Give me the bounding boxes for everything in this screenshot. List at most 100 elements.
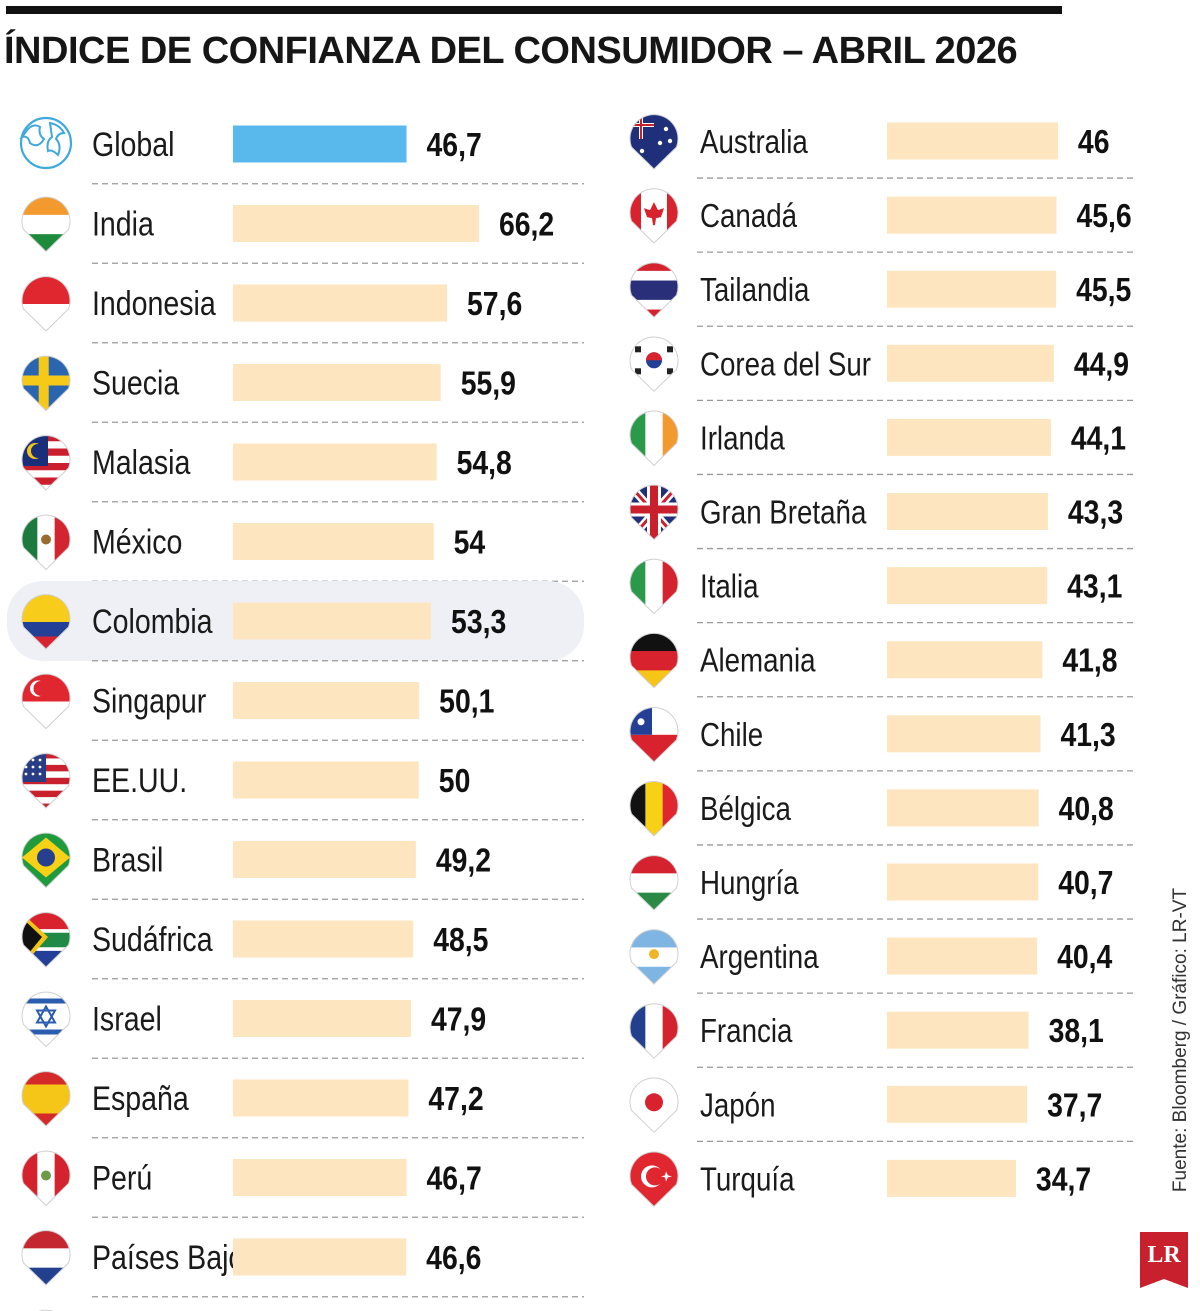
country-label-indonesia: Indonesia xyxy=(92,285,216,323)
value-label-singapur: 50,1 xyxy=(439,682,494,720)
flag-italia-icon xyxy=(629,558,679,615)
flag-israel-icon xyxy=(21,991,71,1048)
bar-suecia xyxy=(233,364,441,401)
bar-row: India 66,2 xyxy=(21,196,584,264)
value-label-espana: 47,2 xyxy=(428,1080,483,1118)
country-label-singapur: Singapur xyxy=(92,682,206,720)
country-label-turquia: Turquía xyxy=(700,1161,795,1198)
flag-canada-icon xyxy=(629,188,679,244)
bar-row: Suecia 55,9 xyxy=(21,355,584,423)
country-label-japon: Japón xyxy=(700,1087,776,1124)
chart-title: ÍNDICE DE CONFIANZA DEL CONSUMIDOR – ABR… xyxy=(4,30,1018,72)
bar-malasia xyxy=(233,443,437,481)
bar-row: España 47,2 xyxy=(21,1071,584,1139)
value-label-indonesia: 57,6 xyxy=(467,285,522,323)
bar-peru xyxy=(233,1159,407,1196)
source-credit: Fuente: Bloomberg / Gráfico: LR-VT xyxy=(1170,887,1191,1193)
country-label-argentina: Argentina xyxy=(700,939,819,976)
value-label-turquia: 34,7 xyxy=(1036,1160,1091,1198)
bar-israel xyxy=(233,1000,411,1037)
bar-row: Malasia 54,8 xyxy=(21,435,584,503)
flag-eeuu-icon xyxy=(21,753,71,809)
country-label-sudafrica: Sudáfrica xyxy=(92,921,213,959)
flag-turquia-icon xyxy=(629,1151,679,1208)
country-label-suecia: Suecia xyxy=(92,364,180,402)
bar-irlanda xyxy=(887,418,1051,456)
country-label-paises-bajos: Países Bajos xyxy=(92,1239,259,1277)
bar-paises-bajos xyxy=(233,1238,407,1276)
country-label-israel: Israel xyxy=(92,1000,162,1038)
country-label-canada: Canadá xyxy=(700,198,797,235)
flag-tailandia-icon xyxy=(629,262,679,318)
value-label-malasia: 54,8 xyxy=(457,444,512,482)
country-label-peru: Perú xyxy=(92,1159,152,1197)
bar-argentina xyxy=(887,937,1038,975)
country-label-malasia: Malasia xyxy=(92,444,191,482)
bar-indonesia xyxy=(233,284,448,322)
bar-row: Indonesia 57,6 xyxy=(21,276,584,344)
bar-row: Australia 46 xyxy=(629,114,1136,179)
value-label-israel: 47,9 xyxy=(431,1000,486,1038)
flag-sudafrica-icon xyxy=(21,912,71,968)
value-label-canada: 45,6 xyxy=(1076,197,1131,235)
bar-canada xyxy=(887,196,1057,234)
bar-brasil xyxy=(233,841,416,878)
bar-belgica xyxy=(887,789,1039,827)
bar-row: Italia 43,1 xyxy=(629,558,1136,624)
flag-chile-icon xyxy=(629,707,679,763)
country-label-colombia: Colombia xyxy=(92,603,213,641)
country-label-australia: Australia xyxy=(700,124,808,161)
bar-row: Israel 47,9 xyxy=(21,991,584,1059)
value-label-irlanda: 44,1 xyxy=(1071,419,1126,457)
value-label-eeuu: 50 xyxy=(439,762,471,800)
country-label-brasil: Brasil xyxy=(92,841,163,879)
bar-australia xyxy=(887,122,1058,160)
bar-gran-bretana xyxy=(887,493,1048,530)
flag-irlanda-icon xyxy=(629,410,679,467)
bar-row: Global 46,7 xyxy=(19,116,584,185)
bar-row: Países Bajos 46,6 xyxy=(21,1230,584,1298)
country-label-eeuu: EE.UU. xyxy=(92,762,187,800)
value-label-globe: 46,7 xyxy=(427,126,482,164)
country-label-gran-bretana: Gran Bretaña xyxy=(700,494,866,531)
flag-japon-icon xyxy=(629,1077,679,1133)
flag-corea-del-sur-icon xyxy=(629,336,679,392)
value-label-hungria: 40,7 xyxy=(1058,864,1113,902)
value-label-suecia: 55,9 xyxy=(461,364,516,402)
value-label-argentina: 40,4 xyxy=(1057,938,1112,976)
country-label-hungria: Hungría xyxy=(700,865,799,902)
flag-paises-bajos-icon xyxy=(21,1230,71,1286)
value-label-japon: 37,7 xyxy=(1047,1086,1102,1124)
bar-row: Chile 41,3 xyxy=(629,707,1136,772)
bar-tailandia xyxy=(887,270,1057,308)
value-label-paises-bajos: 46,6 xyxy=(426,1239,481,1277)
bar-row: Singapur 50,1 xyxy=(21,673,584,741)
value-label-tailandia: 45,5 xyxy=(1076,271,1131,309)
bar-row: México 54 xyxy=(21,514,584,582)
bar-row: Francia 38,1 xyxy=(629,1003,1136,1068)
bar-row: Colombia 53,3 xyxy=(7,581,584,662)
bar-row: Japón 37,7 xyxy=(629,1077,1136,1142)
flag-alemania-icon xyxy=(629,632,679,689)
bar-row: EE.UU. 50 xyxy=(21,753,584,821)
country-label-chile: Chile xyxy=(700,717,763,754)
value-label-chile: 41,3 xyxy=(1060,716,1115,754)
country-label-india: India xyxy=(92,205,154,243)
bar-row: Tailandia 45,5 xyxy=(629,262,1136,327)
flag-espana-icon xyxy=(21,1071,71,1127)
flag-brasil-icon xyxy=(21,832,71,889)
country-label-corea-del-sur: Corea del Sur xyxy=(700,346,871,383)
flag-singapur-icon xyxy=(21,673,71,730)
bar-row: Alemania 41,8 xyxy=(629,632,1136,698)
bar-row: Canadá 45,6 xyxy=(629,188,1136,253)
value-label-francia: 38,1 xyxy=(1049,1012,1104,1050)
bar-chile xyxy=(887,715,1041,753)
flag-australia-icon xyxy=(629,114,679,170)
bar-colombia xyxy=(233,602,432,640)
top-rule xyxy=(6,6,1062,14)
value-label-mexico: 54 xyxy=(454,523,486,561)
bar-espana xyxy=(233,1079,409,1117)
value-label-italia: 43,1 xyxy=(1067,568,1122,606)
country-label-italia: Italia xyxy=(700,568,759,605)
country-label-mexico: México xyxy=(92,523,182,561)
